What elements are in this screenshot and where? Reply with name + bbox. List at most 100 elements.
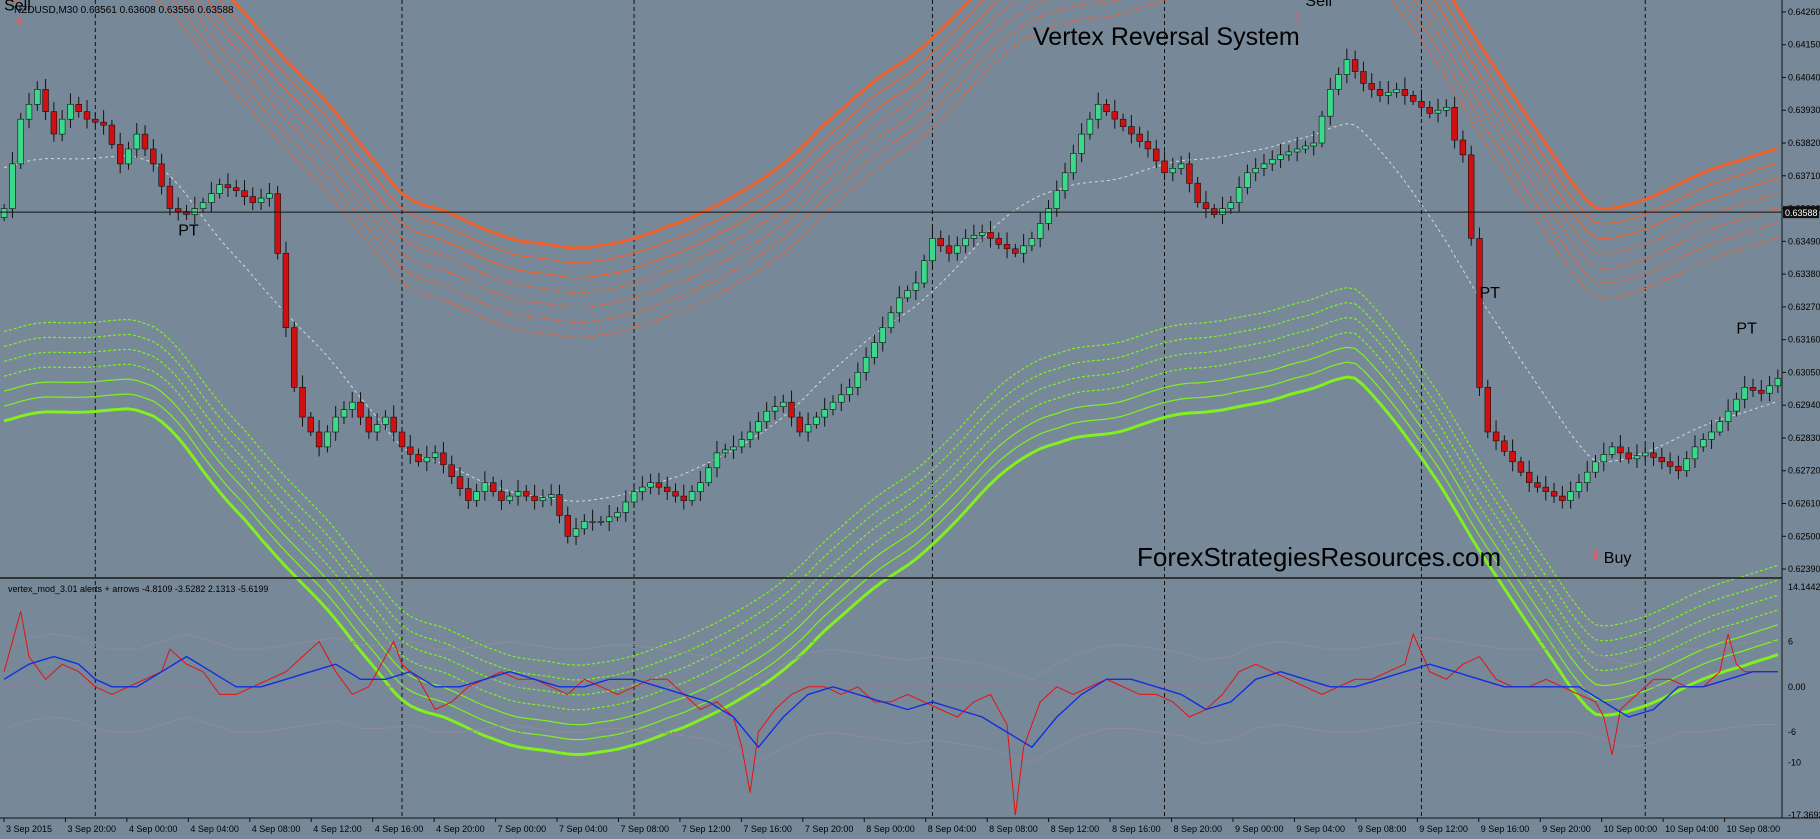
candle bbox=[158, 153, 165, 195]
candle bbox=[407, 434, 414, 464]
candle-body bbox=[456, 476, 464, 489]
price-tick-label: 0.62830 bbox=[1788, 433, 1820, 443]
candle-body bbox=[1675, 465, 1682, 472]
time-tick-label: 7 Sep 00:00 bbox=[498, 824, 547, 834]
candle bbox=[1476, 227, 1483, 396]
candle-body bbox=[0, 208, 8, 218]
candle-body bbox=[581, 521, 588, 530]
candle bbox=[423, 445, 431, 472]
candle bbox=[655, 472, 663, 495]
candle bbox=[614, 506, 621, 522]
candle bbox=[1642, 445, 1649, 463]
candle-body bbox=[1070, 153, 1077, 174]
candle-body bbox=[920, 260, 928, 284]
candle-body bbox=[1426, 107, 1433, 114]
candle-body bbox=[1037, 223, 1044, 239]
candle-body bbox=[705, 467, 712, 483]
candle-body bbox=[191, 208, 198, 215]
candle bbox=[1285, 144, 1293, 161]
candle bbox=[846, 378, 853, 402]
candle-body bbox=[879, 327, 886, 343]
candle-body bbox=[1136, 133, 1143, 142]
candle-body bbox=[1741, 386, 1748, 400]
time-tick-label: 9 Sep 00:00 bbox=[1235, 824, 1284, 834]
price-tick-label: 0.62610 bbox=[1788, 499, 1820, 509]
candle-body bbox=[1484, 386, 1492, 433]
price-tick-label: 0.63380 bbox=[1788, 269, 1820, 279]
candle bbox=[1675, 455, 1682, 480]
candle-body bbox=[1716, 421, 1724, 433]
candle-body bbox=[962, 238, 969, 247]
candle bbox=[904, 285, 911, 302]
price-tick-label: 0.63270 bbox=[1788, 302, 1820, 312]
candle-body bbox=[423, 456, 431, 463]
candle-body bbox=[929, 238, 936, 261]
candle bbox=[448, 455, 455, 485]
candle bbox=[1633, 444, 1641, 469]
candle-body bbox=[357, 401, 364, 418]
candle bbox=[315, 420, 323, 457]
candle bbox=[125, 141, 132, 170]
candle-body bbox=[241, 190, 248, 197]
candle-body bbox=[332, 416, 339, 433]
candle-body bbox=[1169, 168, 1177, 174]
candle-body bbox=[1194, 182, 1201, 203]
candle bbox=[813, 411, 820, 429]
time-tick-label: 7 Sep 12:00 bbox=[682, 824, 731, 834]
candle bbox=[1716, 416, 1724, 436]
candle bbox=[1020, 234, 1027, 263]
candle bbox=[564, 506, 572, 544]
price-tick-label: 0.64260 bbox=[1788, 7, 1820, 17]
candle-body bbox=[117, 144, 124, 165]
candle bbox=[1575, 474, 1583, 499]
candle bbox=[1517, 456, 1525, 477]
candle-body bbox=[233, 187, 240, 191]
candle bbox=[58, 110, 66, 142]
candle-body bbox=[1202, 202, 1210, 209]
candle-body bbox=[1219, 208, 1226, 215]
candle bbox=[25, 92, 33, 129]
candle bbox=[1608, 441, 1616, 459]
candle-body bbox=[133, 133, 140, 150]
candle bbox=[9, 152, 16, 219]
candle-body bbox=[730, 446, 737, 451]
candle-body bbox=[448, 464, 455, 477]
candle-body bbox=[995, 238, 1002, 245]
candle bbox=[647, 473, 654, 495]
current-price-box bbox=[1783, 206, 1819, 219]
candle-body bbox=[1012, 248, 1019, 254]
candle bbox=[1335, 67, 1342, 96]
candle-body bbox=[721, 449, 729, 454]
candle-body bbox=[746, 431, 754, 440]
candle bbox=[1484, 379, 1492, 439]
candle bbox=[357, 392, 364, 426]
time-tick-label: 9 Sep 16:00 bbox=[1481, 824, 1530, 834]
candle bbox=[1037, 212, 1044, 248]
candle-body bbox=[647, 482, 654, 488]
time-tick-label: 9 Sep 12:00 bbox=[1419, 824, 1468, 834]
candle bbox=[1567, 481, 1574, 509]
candle-body bbox=[1177, 163, 1185, 169]
candle bbox=[854, 362, 862, 396]
candle bbox=[150, 139, 157, 172]
candle-body bbox=[663, 486, 671, 492]
candle-body bbox=[1642, 452, 1649, 457]
candle-body bbox=[1376, 89, 1384, 96]
candle-body bbox=[75, 104, 82, 113]
candle-body bbox=[829, 401, 837, 410]
price-tick-label: 0.64040 bbox=[1788, 72, 1820, 82]
candle bbox=[1153, 139, 1160, 169]
candle bbox=[1492, 420, 1500, 451]
time-tick-label: 10 Sep 08:00 bbox=[1727, 824, 1781, 834]
candle bbox=[1550, 482, 1558, 504]
candle bbox=[597, 516, 605, 526]
candle bbox=[191, 196, 198, 224]
candle bbox=[920, 254, 928, 288]
candle bbox=[1012, 243, 1019, 258]
candle-body bbox=[1277, 154, 1284, 160]
candle-body bbox=[912, 282, 920, 291]
time-tick-label: 9 Sep 04:00 bbox=[1296, 824, 1345, 834]
candle bbox=[175, 197, 182, 221]
